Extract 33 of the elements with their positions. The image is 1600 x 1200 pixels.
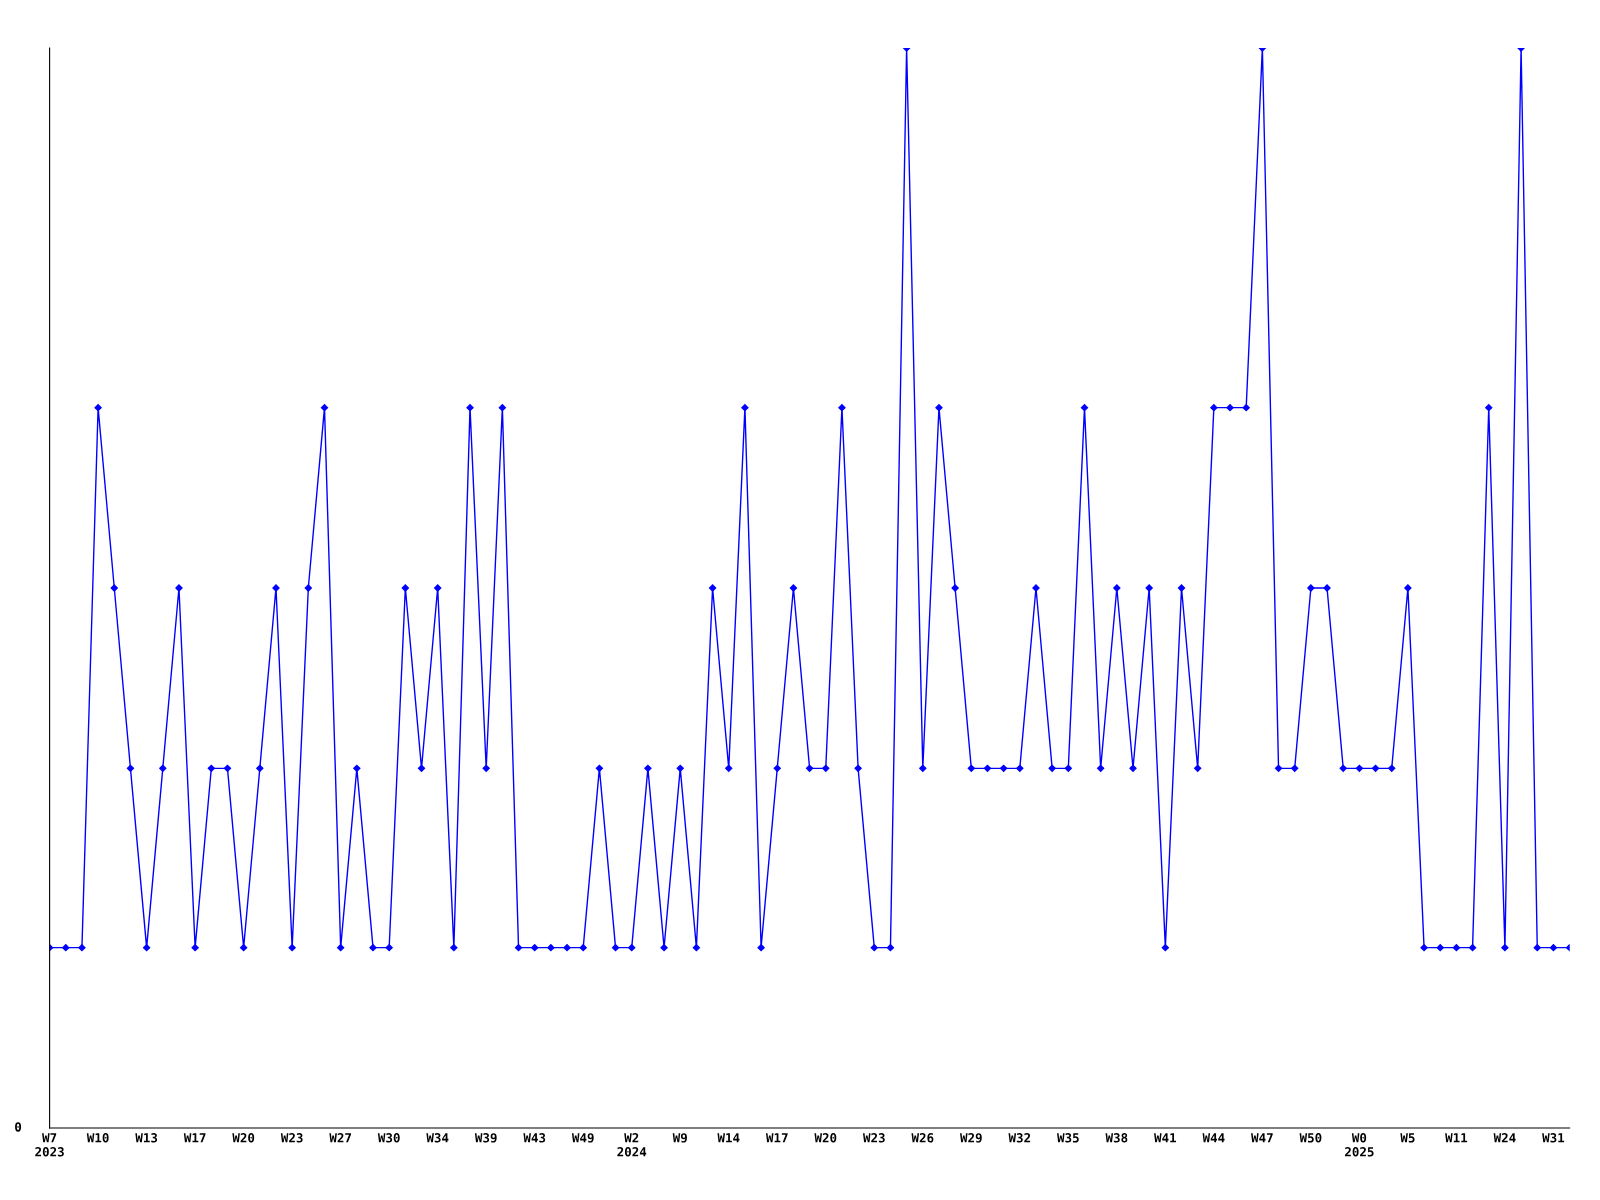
x-tick-label: W7 2023 — [35, 1133, 64, 1157]
x-tick-label: W20 — [814, 1133, 837, 1143]
x-tick-label: W38 — [1105, 1133, 1128, 1143]
x-tick-label: W26 — [911, 1133, 934, 1143]
x-tick-label: W30 — [377, 1133, 400, 1143]
x-tick-label: W31 — [1542, 1133, 1565, 1143]
x-tick-label: W29 — [960, 1133, 982, 1143]
x-tick-label: W23 — [862, 1133, 885, 1143]
x-tick-label: W11 — [1445, 1133, 1468, 1143]
x-tick-label: W44 — [1202, 1133, 1225, 1143]
x-tick-label: W0 2025 — [1345, 1133, 1374, 1157]
x-tick-label: W17 — [765, 1133, 788, 1143]
x-tick-label: W49 — [571, 1133, 594, 1143]
x-tick-label: W5 — [1400, 1133, 1415, 1143]
x-tick-label: W34 — [426, 1133, 449, 1143]
x-tick-label: W23 — [280, 1133, 303, 1143]
x-tick-label: W14 — [717, 1133, 740, 1143]
x-tick-label: W24 — [1493, 1133, 1516, 1143]
text: 0 — [15, 1122, 22, 1132]
x-tick-label: W20 — [232, 1133, 255, 1143]
x-tick-label: W41 — [1154, 1133, 1177, 1143]
x-tick-label: W10 — [86, 1133, 109, 1143]
x-tick-label: W47 — [1251, 1133, 1273, 1143]
x-tick-label: W17 — [183, 1133, 206, 1143]
x-tick-label: W2 2024 — [617, 1133, 647, 1157]
x-tick-label: W35 — [1057, 1133, 1079, 1143]
x-tick-label: W32 — [1008, 1133, 1031, 1143]
x-tick-label: W13 — [135, 1133, 158, 1143]
x-tick-label: W50 — [1299, 1133, 1322, 1143]
x-tick-label: W9 — [672, 1133, 687, 1143]
x-tick-label: W43 — [523, 1133, 546, 1143]
x-tick-label: W39 — [474, 1133, 497, 1143]
x-tick-label: W27 — [329, 1133, 352, 1143]
